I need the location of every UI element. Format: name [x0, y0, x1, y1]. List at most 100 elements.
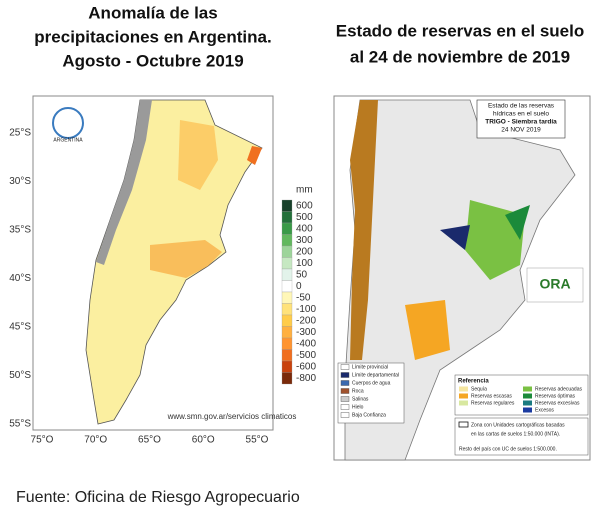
legend-swatch	[281, 314, 293, 327]
lat-label: 50°S	[9, 370, 31, 381]
legend-value: -200	[296, 316, 316, 327]
reference-swatch	[459, 400, 468, 406]
reference-label: Reservas excesivas	[535, 400, 580, 406]
ora-logo: ORA	[539, 276, 570, 292]
axis-labels: 25°S 30°S 35°S 40°S 45°S 50°S 55°S75°O 70°O 65°O…	[9, 128, 268, 446]
lat-label: 55°S	[9, 419, 31, 430]
note-line: Resto del país con UC de suelos 1:500.00…	[459, 446, 557, 452]
map-legend-label: Hielo	[352, 404, 364, 410]
lon-label: 60°O	[192, 435, 215, 446]
map-title-line: TRIGO - Siembra tardía	[485, 119, 557, 126]
reference-label: Reservas escasas	[471, 393, 512, 399]
legend-swatch	[281, 222, 293, 235]
map-legend-swatch	[340, 380, 350, 386]
map-legend-swatch	[340, 364, 350, 370]
reference-label: Reservas óptimas	[535, 393, 576, 399]
lon-label: 65°O	[138, 435, 161, 446]
map-title-line: hídricas en el suelo	[493, 111, 549, 118]
legend-value: -100	[296, 304, 316, 315]
dry-area	[178, 120, 218, 190]
lon-label: 70°O	[84, 435, 107, 446]
reference-swatch	[523, 400, 532, 406]
ora-logo-box	[526, 267, 584, 303]
optimal-zone	[505, 205, 530, 240]
legend-swatch	[281, 326, 293, 339]
legend-swatch	[281, 257, 293, 270]
lat-label: 45°S	[9, 322, 31, 333]
reference-swatch	[523, 386, 532, 392]
legend-swatch	[281, 337, 293, 350]
map-legend-swatch	[340, 404, 350, 410]
anomaly-legend: mm600500400300200100500-50-100-200-300-4…	[281, 185, 316, 385]
left-title-line: precipitaciones en Argentina.	[34, 27, 271, 46]
legend-swatch	[281, 280, 293, 293]
map-legend: Límite provincial Límite departamental Cue…	[340, 364, 399, 418]
reference-swatch	[523, 393, 532, 399]
reference-swatch	[459, 393, 468, 399]
note-line: Zona con Unidades cartográficas basadas	[471, 422, 565, 428]
reference-label: Reservas adecuadas	[535, 386, 582, 392]
dry-area	[247, 146, 262, 165]
note: Zona con Unidades cartográficas basadas e…	[458, 421, 565, 452]
legend-value: 400	[296, 224, 313, 235]
map-legend-swatch	[340, 396, 350, 402]
map-legend-label: Roca	[352, 388, 364, 394]
reference-label: Sequía	[471, 386, 487, 392]
legend-value: 600	[296, 201, 313, 212]
map-legend-swatch	[340, 412, 350, 418]
source-url: www.smn.gov.ar/servicios climaticos	[167, 412, 297, 421]
left-title-line: Agosto - Octubre 2019	[62, 51, 243, 70]
legend-swatch	[281, 303, 293, 316]
legend-value: -800	[296, 373, 316, 384]
legend-swatch	[281, 245, 293, 258]
scarce-zone	[405, 300, 450, 360]
water-body	[440, 225, 470, 250]
legend-swatch	[281, 349, 293, 362]
legend-value: 200	[296, 247, 313, 258]
legend-swatch	[281, 268, 293, 281]
footer-source: Fuente: Oficina de Riesgo Agropecuario	[16, 489, 300, 506]
legend-swatch	[281, 234, 293, 247]
legend-value: 0	[296, 281, 302, 292]
lat-label: 40°S	[9, 273, 31, 284]
map-legend-label: Baja Confianza	[352, 412, 386, 418]
legend-swatch	[281, 291, 293, 304]
reference-swatch	[523, 407, 532, 413]
andes-relief	[96, 100, 152, 265]
lon-label: 75°O	[31, 435, 54, 446]
reference-label: Reservas regulares	[471, 400, 515, 406]
titles: Anomalía de las precipitaciones en Argent…	[34, 3, 584, 70]
legend-value: -50	[296, 293, 311, 304]
legend-value: 300	[296, 235, 313, 246]
note-swatch	[458, 421, 469, 428]
reference-title: Referencia	[458, 379, 489, 385]
legend-swatch	[281, 211, 293, 224]
legend-value: -400	[296, 339, 316, 350]
dry-area	[150, 240, 222, 278]
lat-label: 25°S	[9, 128, 31, 139]
left-title-line: Anomalía de las	[88, 3, 217, 22]
lon-label: 55°O	[246, 435, 269, 446]
legend-value: -500	[296, 350, 316, 361]
map-title-line: 24 NOV 2019	[501, 127, 541, 134]
reference-label: Excesos	[535, 407, 554, 413]
lat-label: 35°S	[9, 225, 31, 236]
legend-value: -300	[296, 327, 316, 338]
map-legend-swatch	[340, 372, 350, 378]
map-title-line: Estado de las reservas	[488, 103, 555, 110]
logo-text: ARGENTINA	[53, 137, 83, 143]
legend-value: 500	[296, 212, 313, 223]
map-legend-swatch	[340, 388, 350, 394]
legend-swatch	[281, 199, 293, 212]
legend-value: 100	[296, 258, 313, 269]
reference-swatch	[459, 386, 468, 392]
map-legend-label: Cuerpos de agua	[352, 380, 391, 386]
right-title-line: al 24 de noviembre de 2019	[350, 47, 570, 66]
lat-label: 30°S	[9, 176, 31, 187]
legend-swatch	[281, 360, 293, 373]
note-box	[454, 417, 589, 456]
map-legend-label: Límite departamental	[352, 372, 399, 378]
map-legend-label: Salinas	[352, 396, 369, 402]
